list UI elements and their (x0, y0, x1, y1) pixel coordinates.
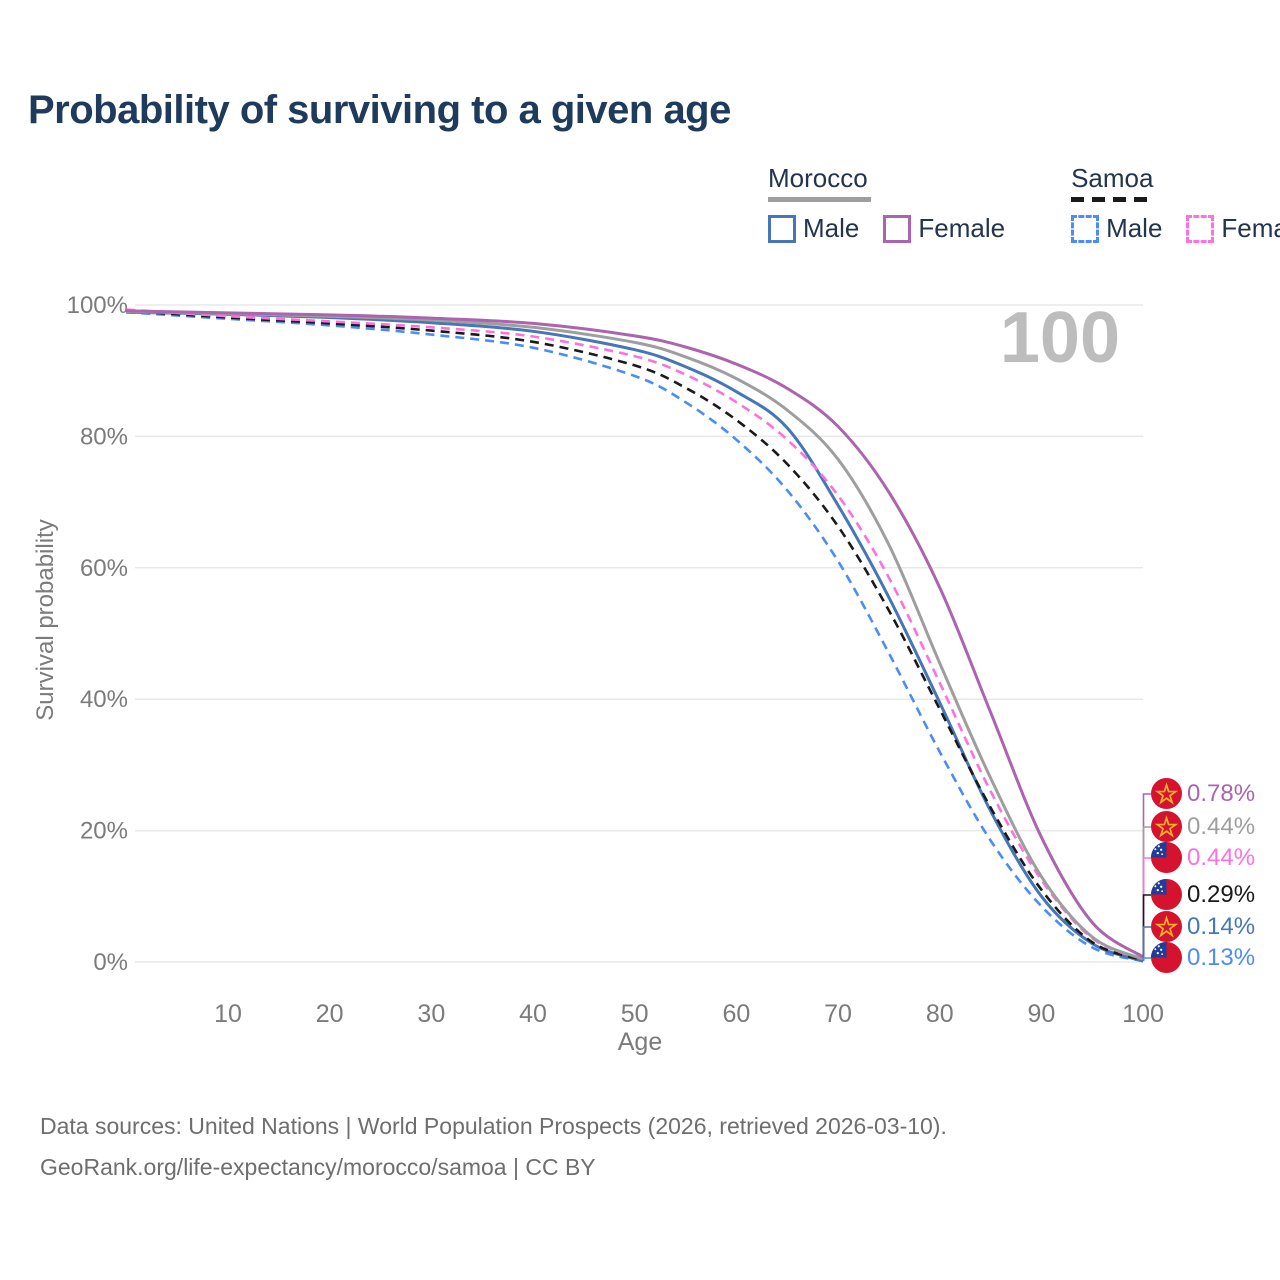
end-label-connector (1142, 926, 1151, 962)
end-label-value: 0.44% (1187, 812, 1256, 840)
y-tick-label: 20% (80, 818, 128, 845)
legend-country-morocco: Morocco (768, 163, 868, 193)
x-tick-label: 60 (722, 1000, 750, 1028)
x-tick-label: 40 (519, 1000, 547, 1028)
legend-item-label: Female (1221, 213, 1280, 243)
chart-legend: Morocco Male Female Samoa Male Female (768, 163, 1280, 244)
x-tick-label: 20 (316, 1000, 344, 1028)
x-tick-label: 80 (926, 1000, 954, 1028)
series-line-morocco-male[interactable] (126, 310, 1144, 963)
series-line-samoa-female[interactable] (126, 308, 1144, 961)
end-label-value: 0.44% (1187, 843, 1256, 871)
legend-group-samoa: Samoa Male Female (1071, 163, 1280, 244)
y-tick-label: 80% (80, 423, 128, 450)
footer: Data sources: United Nations | World Pop… (40, 1106, 947, 1188)
y-tick-label: 0% (93, 949, 128, 976)
morocco-flag-icon (1151, 778, 1182, 809)
legend-item-morocco-female[interactable]: Female (883, 213, 1005, 244)
x-axis-title: Age (617, 1028, 663, 1056)
legend-rule-samoa-dashed (1071, 197, 1154, 202)
hover-age-watermark: 100 (999, 298, 1120, 378)
end-label-samoa-female: 0.44% (1151, 842, 1255, 873)
page-title: Probability of surviving to a given age (28, 88, 731, 132)
series-line-morocco-both-sexes[interactable] (126, 310, 1144, 961)
series-line-samoa-male[interactable] (126, 310, 1144, 963)
legend-swatch-morocco-female (883, 214, 912, 243)
legend-swatch-samoa-female (1186, 214, 1215, 243)
end-label-morocco-male: 0.14% (1151, 911, 1255, 942)
morocco-flag-icon (1151, 911, 1182, 942)
legend-item-label: Male (803, 213, 860, 243)
legend-swatch-samoa-male (1071, 214, 1100, 243)
end-label-samoa-both-sexes: 0.29% (1151, 879, 1255, 910)
x-tick-label: 50 (621, 1000, 649, 1028)
x-tick-label: 90 (1028, 1000, 1056, 1028)
x-tick-label: 100 (1122, 1000, 1164, 1028)
footer-sources-line: Data sources: United Nations | World Pop… (40, 1113, 947, 1139)
y-tick-label: 100% (67, 292, 128, 319)
legend-item-label: Male (1106, 213, 1163, 243)
end-label-connector (1142, 957, 1151, 962)
samoa-flag-icon (1151, 842, 1182, 873)
end-label-connector (1142, 857, 1151, 960)
legend-swatch-morocco-male (768, 214, 796, 243)
footer-attribution-line: GeoRank.org/life-expectancy/morocco/samo… (40, 1154, 596, 1180)
end-label-morocco-both-sexes: 0.44% (1151, 811, 1255, 842)
y-tick-label: 60% (80, 555, 128, 582)
legend-country-samoa: Samoa (1071, 163, 1154, 193)
legend-item-samoa-female[interactable]: Female (1186, 213, 1280, 244)
legend-item-morocco-male[interactable]: Male (768, 213, 859, 244)
legend-group-morocco: Morocco Male Female (768, 163, 1005, 244)
x-tick-label: 70 (824, 1000, 852, 1028)
x-tick-label: 10 (214, 1000, 242, 1028)
y-axis-title: Survival probability (32, 519, 59, 721)
x-tick-label: 30 (417, 1000, 445, 1028)
y-tick-label: 40% (80, 686, 128, 713)
legend-rule-morocco-solid (768, 197, 871, 202)
end-label-value: 0.29% (1187, 880, 1256, 908)
end-label-value: 0.78% (1187, 779, 1256, 807)
series-line-morocco-female[interactable] (126, 309, 1144, 959)
legend-item-label: Female (918, 213, 1006, 243)
samoa-flag-icon (1151, 942, 1182, 973)
morocco-flag-icon (1151, 811, 1182, 842)
end-label-value: 0.14% (1187, 912, 1256, 940)
series-line-samoa-both-sexes[interactable] (126, 309, 1144, 962)
end-label-connector (1142, 793, 1151, 957)
end-label-samoa-male: 0.13% (1151, 942, 1255, 973)
end-label-morocco-female: 0.78% (1151, 778, 1255, 809)
end-label-connector (1142, 826, 1151, 960)
samoa-flag-icon (1151, 879, 1182, 910)
end-label-value: 0.13% (1187, 943, 1256, 971)
legend-item-samoa-male[interactable]: Male (1071, 213, 1162, 244)
